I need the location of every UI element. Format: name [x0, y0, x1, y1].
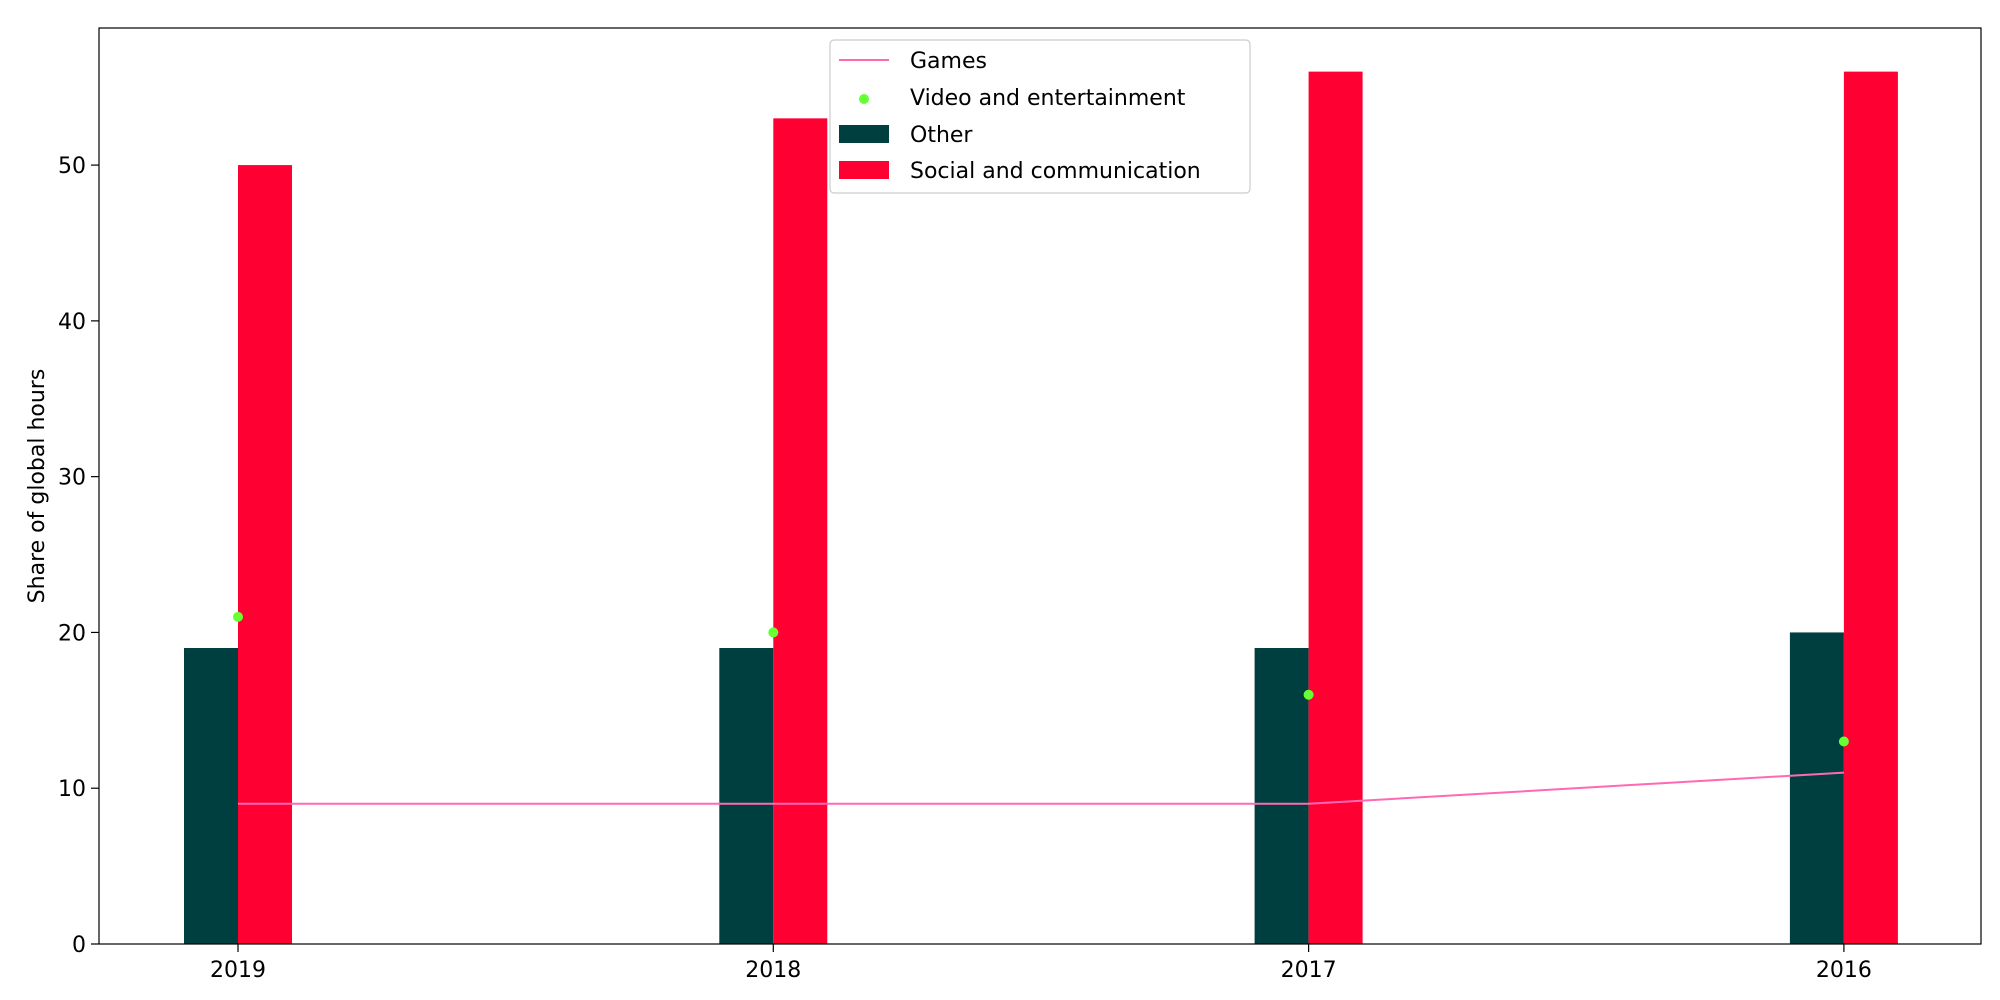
bar-social-2017: [1308, 71, 1363, 945]
x-tick-label-2019: 2019: [210, 958, 266, 983]
x-tick-label-2016: 2016: [1816, 958, 1872, 983]
y-tick-label-50: 50: [58, 154, 86, 179]
line-layer: [238, 771, 1844, 805]
line-games: [238, 771, 1844, 805]
legend-label-2: Other: [910, 123, 973, 148]
x-tick-label-2018: 2018: [745, 958, 801, 983]
legend-swatch-other: [839, 125, 889, 143]
y-tick-label-30: 30: [58, 466, 86, 491]
point-video-2017: [1303, 689, 1314, 700]
plot-frame: [98, 27, 1982, 945]
bar-other-2017: [1254, 648, 1309, 944]
scatter-layer: [233, 611, 1849, 747]
point-video-2016: [1838, 736, 1849, 747]
legend-label-1: Video and entertainment: [910, 86, 1186, 111]
y-axis-label: Share of global hours: [25, 369, 50, 604]
bar-other-2018: [719, 648, 774, 944]
bars-layer: [184, 71, 1898, 945]
point-video-2019: [233, 611, 243, 622]
legend-label-3: Social and communication: [910, 159, 1201, 184]
y-tick-label-0: 0: [72, 933, 86, 958]
legend-label-0: Games: [910, 49, 987, 74]
bar-social-2016: [1843, 71, 1898, 945]
legend-swatch-social: [839, 161, 889, 179]
x-axis: 2019 2018 2017 2016: [210, 944, 1872, 983]
bar-other-2019: [184, 648, 238, 944]
y-tick-label-20: 20: [58, 621, 86, 646]
y-tick-label-40: 40: [58, 310, 86, 335]
y-axis: 0 10 20 30 40 50: [58, 154, 99, 958]
bar-social-2019: [238, 165, 292, 944]
x-tick-label-2017: 2017: [1281, 958, 1337, 983]
legend-box: [829, 39, 1251, 194]
y-tick-label-10: 10: [58, 777, 86, 802]
bar-other-2016: [1789, 632, 1844, 944]
legend-video-dot: [859, 94, 869, 104]
point-video-2018: [768, 627, 779, 638]
legend: Games Video and entertainment Other Social …: [829, 39, 1251, 194]
bar-social-2018: [773, 118, 828, 944]
